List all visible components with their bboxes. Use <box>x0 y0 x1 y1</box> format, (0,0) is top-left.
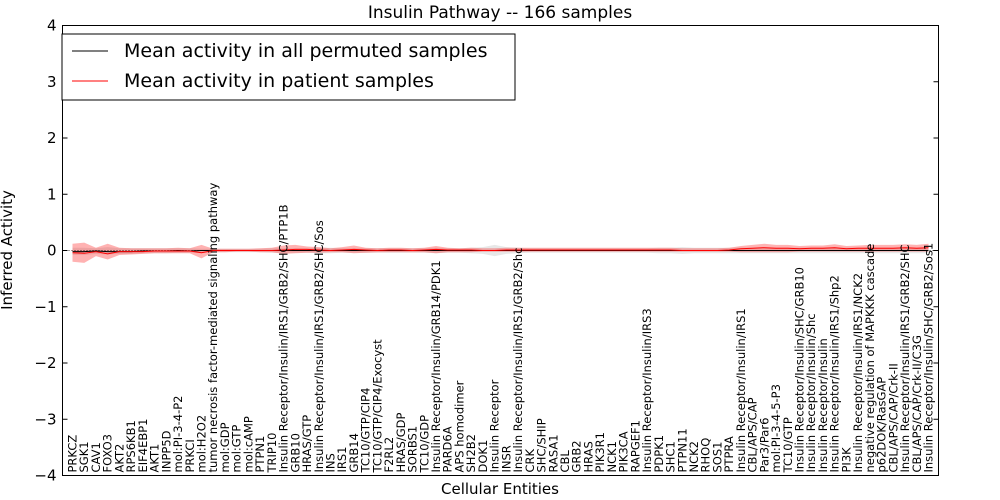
x-category-label: SHC1 <box>664 441 678 472</box>
x-category-label: PRKCI <box>183 439 197 472</box>
x-category-label: PARD6A <box>441 426 455 472</box>
x-category-label: Insulin Receptor/Insulin/IRS1 <box>734 308 748 472</box>
x-category-label: mol:cAMP <box>241 416 255 472</box>
x-category-label: GRB10 <box>288 433 302 472</box>
x-category-label: TC10/GDP <box>417 415 431 474</box>
x-category-label: Insulin Receptor/Insulin/Shc <box>804 313 818 472</box>
x-category-label: GRB14 <box>347 433 361 472</box>
series-line-patient <box>72 247 929 255</box>
x-category-label: Insulin Receptor/Insulin/IRS1/NCK2 <box>851 273 865 473</box>
x-category-label: HRAS <box>581 441 595 472</box>
x-category-label: NCK1 <box>605 441 619 473</box>
x-category-label: tumor necrosis factor-mediated signaling… <box>206 183 220 473</box>
x-category-label: Insulin Receptor/Insulin/IRS3 <box>640 308 654 472</box>
y-tick-label: −3 <box>34 410 56 428</box>
x-category-label: PIK3CA <box>617 431 631 472</box>
x-category-label: INS <box>323 453 337 472</box>
x-category-label: Insulin Receptor/Insulin/IRS1/GRB2/SHC <box>898 244 912 472</box>
x-category-label: mol:PI-3-4-5-P3 <box>769 384 783 472</box>
x-axis-title: Cellular Entities <box>441 480 559 498</box>
legend-label-permuted: Mean activity in all permuted samples <box>124 40 487 62</box>
chart-title: Insulin Pathway -- 166 samples <box>368 3 633 23</box>
x-category-label: TC10/GTP <box>781 417 795 473</box>
x-category-label: INSR <box>499 445 513 472</box>
x-category-label: p62DOK/RasGAP <box>875 377 889 473</box>
x-category-label: mol:PI-3-4-P2 <box>171 396 185 473</box>
x-category-label: PIK3R1 <box>593 432 607 473</box>
x-category-label: PDPK1 <box>652 435 666 473</box>
x-category-label: Insulin Receptor/Insulin/IRS1/GRB2/Shc <box>511 248 525 473</box>
x-category-label: EIF4EBP1 <box>136 419 150 473</box>
x-category-label: GRB2 <box>570 440 584 472</box>
y-tick-label: 4 <box>47 17 57 35</box>
x-category-label: CBL <box>558 450 572 473</box>
x-category-label: SH2B2 <box>464 434 478 472</box>
legend-label-patient: Mean activity in patient samples <box>124 70 434 92</box>
x-category-label: SHC/SHIP <box>535 418 549 472</box>
x-category-label: RHOQ <box>699 438 713 473</box>
x-category-label: AKT1 <box>148 444 162 473</box>
x-category-label: Par3/Par6 <box>757 418 771 473</box>
y-tick-label: −2 <box>34 354 56 372</box>
x-category-label: CBL/APS/CAP <box>746 397 760 472</box>
x-category-label: IRS1 <box>335 447 349 473</box>
x-category-label: PTPN1 <box>253 436 267 473</box>
x-category-label: Insulin Receptor/Insulin/SHC/GRB2/Sos1 <box>922 243 936 473</box>
x-category-label: Insulin Receptor <box>488 379 502 472</box>
x-category-label: RPS6KB1 <box>124 420 138 472</box>
x-category-label: CRK <box>523 448 537 472</box>
x-category-label: Insulin Receptor/Insulin/IRS1/GRB2/SHC/S… <box>312 220 326 472</box>
x-category-label: mol:GTP <box>230 425 244 473</box>
x-category-label: NCK2 <box>687 441 701 473</box>
x-category-label: INPP5D <box>159 430 173 472</box>
legend: Mean activity in all permuted samples Me… <box>61 33 516 101</box>
x-category-label: DOK1 <box>476 440 490 473</box>
y-tick-label: 3 <box>47 73 57 91</box>
x-category-label: RAPGEF1 <box>628 420 642 472</box>
x-category-label: PRKCZ <box>66 435 80 473</box>
x-category-label: Insulin Receptor/Insulin/IRS1/Shp2 <box>828 275 842 472</box>
y-tick-label: −4 <box>34 467 56 485</box>
legend-box <box>61 33 516 101</box>
x-category-label: TRIP10 <box>265 433 279 474</box>
x-category-label: TC10/GTP/CIP4 <box>359 388 373 474</box>
x-category-label: SGK1 <box>77 441 91 472</box>
x-category-label: CAV1 <box>89 442 103 472</box>
x-category-label: F2RL2 <box>382 437 396 473</box>
x-category-label: HRAS/GDP <box>394 413 408 473</box>
x-category-label: mol:H2O2 <box>194 415 208 473</box>
y-axis-title: Inferred Activity <box>0 190 16 310</box>
y-tick-label: −1 <box>34 298 56 316</box>
x-category-label: PTPN11 <box>675 428 689 472</box>
x-category-label: AKT2 <box>112 444 126 473</box>
band-patient <box>72 242 929 263</box>
x-category-label: Insulin Receptor/Insulin/IRS1/GRB2/SHC/P… <box>277 204 291 472</box>
x-category-label: SORBS1 <box>406 426 420 473</box>
x-category-label: negative regulation of MAPKKK cascade <box>863 244 877 473</box>
x-category-label: FOXO3 <box>101 434 115 472</box>
y-tick-label: 2 <box>47 129 57 147</box>
y-tick-label: 0 <box>47 242 57 260</box>
x-category-label: Insulin Receptor/Insulin/GRB14/PDK1 <box>429 260 443 472</box>
x-category-label: CBL/APS/CAP/Crk-II <box>886 363 900 472</box>
x-category-label: SOS1 <box>710 442 724 473</box>
x-category-label: APS homodimer <box>452 380 466 472</box>
x-category-label: HRAS/GTP <box>300 415 314 473</box>
y-tick-label: 1 <box>47 185 57 203</box>
x-category-label: PI3K <box>839 447 853 473</box>
x-category-label: PTPRA <box>722 436 736 472</box>
x-category-label: Insulin Receptor/Insulin/SHC/GRB10 <box>793 267 807 472</box>
x-category-label: RASA1 <box>546 434 560 472</box>
x-category-label: mol:GDP <box>218 422 232 472</box>
x-category-label: CBL/APS/CAP/Crk-II/C3G <box>910 335 924 472</box>
x-category-label: TC10/GTP/CIP4/Exocyst <box>370 339 384 474</box>
x-category-label: Insulin Receptor/Insulin <box>816 338 830 472</box>
